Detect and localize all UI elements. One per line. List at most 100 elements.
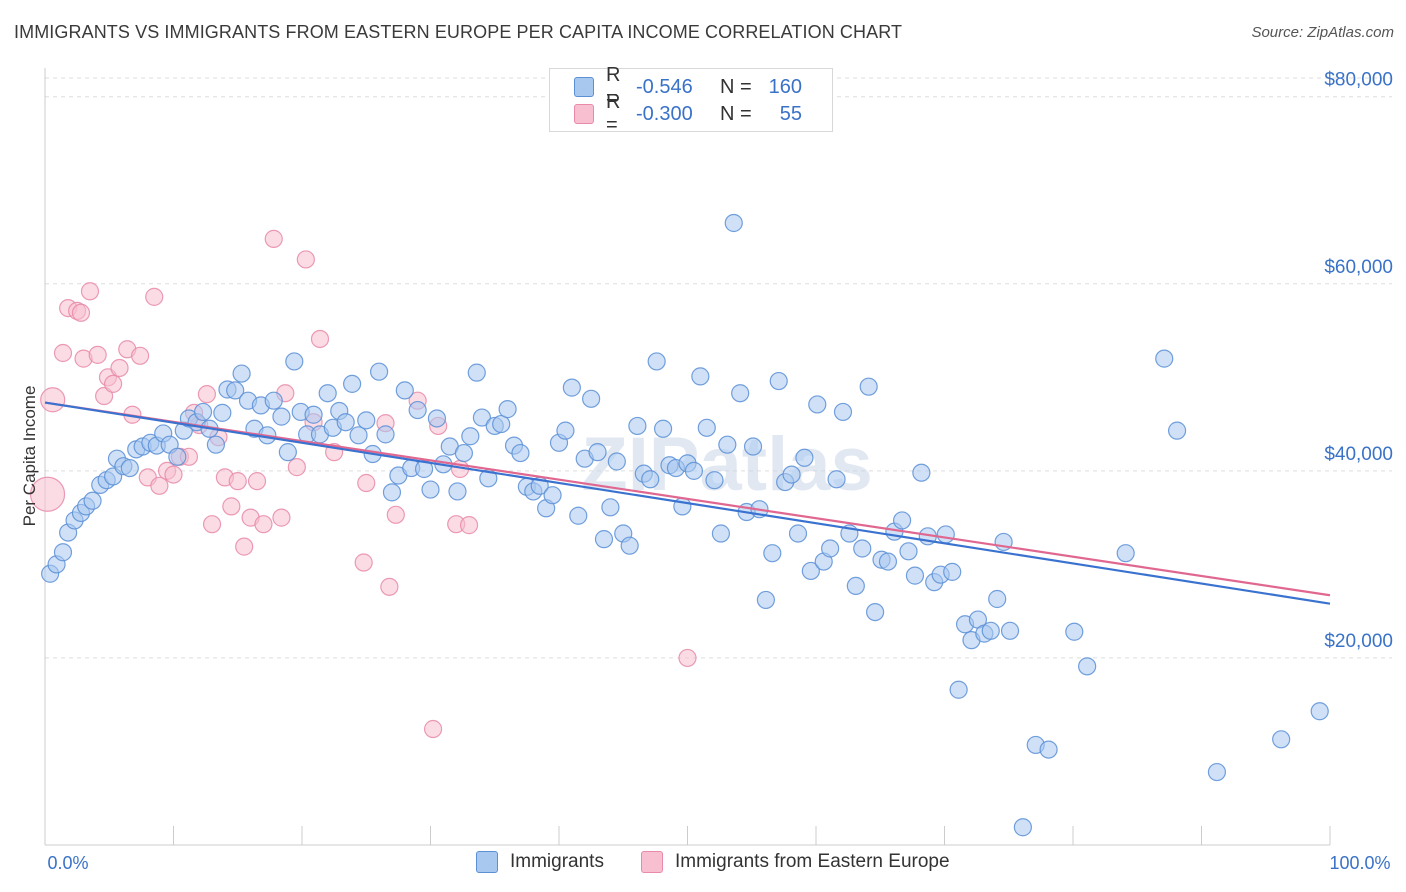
immigrants-points bbox=[41, 213, 1329, 837]
immigrants-point bbox=[588, 443, 607, 462]
legend-swatch-blue bbox=[574, 77, 594, 97]
immigrants-point bbox=[543, 486, 562, 505]
immigrants-point bbox=[582, 389, 601, 408]
immigrants-point bbox=[691, 367, 710, 386]
legend-item-eastern-europe[interactable]: Immigrants from Eastern Europe bbox=[641, 851, 950, 873]
eastern-europe-point bbox=[459, 516, 479, 535]
immigrants-point bbox=[653, 419, 673, 438]
immigrants-point bbox=[454, 443, 474, 463]
immigrants-point bbox=[594, 530, 614, 549]
y-tick-label: $40,000 bbox=[1324, 444, 1393, 465]
immigrants-point bbox=[601, 498, 620, 517]
eastern-europe-point bbox=[88, 345, 107, 364]
immigrants-point bbox=[285, 352, 304, 371]
immigrants-point bbox=[1013, 818, 1032, 837]
immigrants-point bbox=[821, 539, 840, 558]
immigrants-point bbox=[395, 381, 414, 400]
immigrants-point bbox=[349, 426, 368, 445]
immigrants-point bbox=[448, 482, 467, 501]
eastern-europe-point bbox=[29, 476, 66, 512]
immigrants-point bbox=[899, 542, 918, 561]
immigrants-point bbox=[808, 395, 827, 414]
immigrants-point bbox=[1000, 621, 1020, 640]
immigrants-point bbox=[83, 491, 102, 510]
immigrants-point bbox=[304, 405, 323, 424]
immigrants-point bbox=[498, 400, 517, 419]
immigrants-point bbox=[562, 378, 581, 397]
immigrants-point bbox=[866, 602, 885, 622]
immigrants-point bbox=[278, 443, 297, 462]
immigrants-point bbox=[569, 506, 588, 525]
immigrants-point bbox=[705, 471, 724, 490]
immigrants-point bbox=[1039, 740, 1058, 759]
immigrants-point bbox=[1116, 544, 1135, 563]
immigrants-point bbox=[1272, 730, 1291, 749]
legend-label: Immigrants bbox=[510, 851, 604, 872]
legend-item-immigrants[interactable]: Immigrants bbox=[476, 851, 604, 873]
y-tick-label: $60,000 bbox=[1324, 257, 1393, 278]
immigrants-point bbox=[193, 402, 213, 422]
immigrants-trend-line bbox=[44, 401, 1331, 605]
eastern-europe-point bbox=[164, 465, 183, 484]
immigrants-point bbox=[892, 511, 912, 530]
immigrants-point bbox=[264, 391, 283, 410]
immigrants-point bbox=[492, 414, 511, 434]
eastern-europe-point bbox=[380, 577, 399, 596]
immigrants-point bbox=[782, 465, 801, 484]
immigrants-point bbox=[912, 463, 931, 482]
x-tick-label-max: 100.0% bbox=[1329, 853, 1390, 873]
eastern-europe-point bbox=[95, 386, 114, 406]
eastern-europe-point bbox=[145, 287, 164, 306]
immigrants-point bbox=[905, 566, 925, 585]
axes bbox=[44, 68, 1331, 846]
immigrants-point bbox=[472, 408, 491, 427]
legend-row-eastern-europe: R = -0.300 N = 55 bbox=[574, 91, 802, 136]
immigrants-point bbox=[408, 400, 427, 420]
n-value: 160 bbox=[768, 75, 802, 98]
r-label: R = bbox=[606, 64, 621, 109]
eastern-europe-point bbox=[130, 346, 150, 365]
immigrants-point bbox=[376, 425, 395, 444]
immigrants-point bbox=[878, 552, 898, 571]
legend-label: Immigrants from Eastern Europe bbox=[675, 851, 950, 872]
immigrants-point bbox=[382, 483, 402, 502]
immigrants-point bbox=[1078, 657, 1097, 676]
immigrants-point bbox=[788, 524, 808, 543]
immigrants-point bbox=[1207, 762, 1227, 782]
immigrants-point bbox=[756, 590, 775, 610]
eastern-europe-point bbox=[202, 515, 222, 534]
x-tick-label-min: 0.0% bbox=[47, 853, 88, 873]
legend-swatch-blue bbox=[476, 851, 498, 873]
r-value: -0.300 bbox=[636, 102, 693, 125]
immigrants-point bbox=[53, 543, 73, 562]
eastern-europe-point bbox=[678, 648, 697, 668]
legend-row-immigrants: R = -0.546 N = 160 bbox=[574, 64, 802, 109]
eastern-europe-point bbox=[354, 553, 373, 572]
immigrants-point bbox=[846, 576, 865, 596]
n-label: N = bbox=[720, 75, 752, 98]
immigrants-point bbox=[467, 363, 486, 382]
immigrants-point bbox=[232, 364, 251, 383]
eastern-europe-point bbox=[110, 358, 129, 378]
immigrants-point bbox=[833, 402, 853, 422]
immigrants-point bbox=[1065, 622, 1084, 641]
eastern-europe-point bbox=[197, 385, 217, 404]
eastern-europe-point bbox=[150, 476, 169, 495]
y-tick-labels: $20,000 $40,000 $60,000 $80,000 bbox=[1324, 70, 1393, 652]
immigrants-point bbox=[981, 621, 1000, 640]
n-label: N = bbox=[720, 102, 752, 125]
immigrants-point bbox=[272, 407, 291, 426]
eastern-europe-point bbox=[53, 343, 73, 363]
eastern-europe-point bbox=[40, 387, 66, 413]
immigrants-point bbox=[718, 435, 737, 454]
immigrants-point bbox=[213, 403, 232, 422]
n-value: 55 bbox=[779, 102, 802, 125]
immigrants-point bbox=[226, 381, 245, 400]
y-axis-label: Per Capita Income bbox=[20, 386, 39, 527]
immigrants-point bbox=[936, 525, 955, 544]
immigrants-point bbox=[1167, 421, 1187, 440]
immigrants-point bbox=[724, 213, 743, 233]
immigrants-point bbox=[168, 447, 187, 466]
immigrants-point bbox=[343, 374, 362, 393]
immigrants-point bbox=[1155, 349, 1174, 368]
